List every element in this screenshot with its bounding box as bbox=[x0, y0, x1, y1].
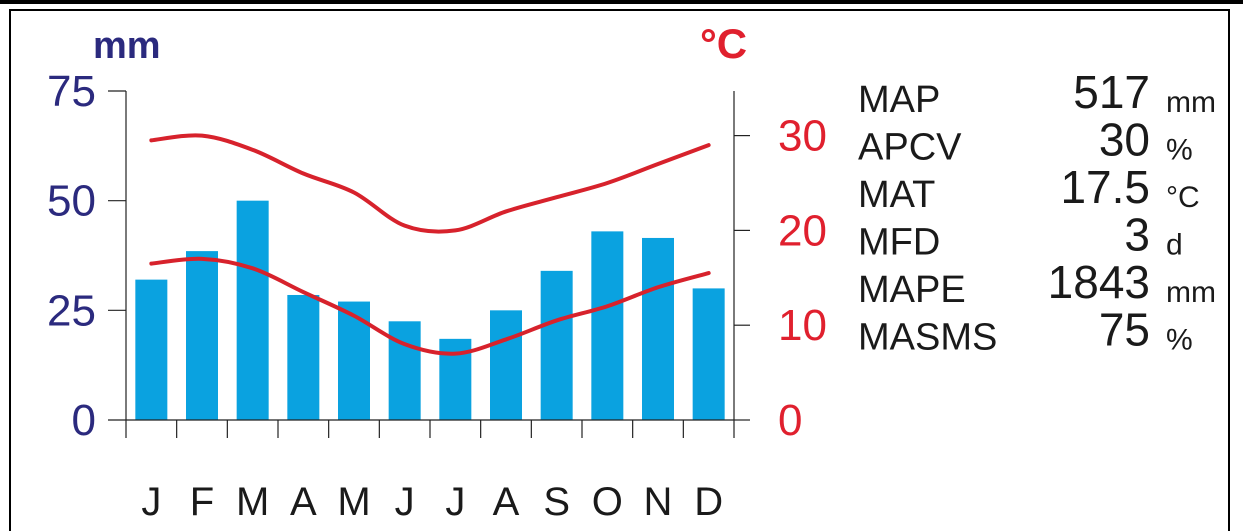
min-temperature-line bbox=[149, 256, 711, 356]
bar-3 bbox=[287, 294, 320, 420]
month-label-5: J bbox=[395, 480, 415, 524]
stat-name: MFD bbox=[858, 222, 940, 264]
stat-value: 517 bbox=[1073, 66, 1150, 118]
left-tick-label-1: 25 bbox=[47, 286, 96, 335]
stat-row-apcv: APCV 30% bbox=[858, 114, 1193, 169]
stat-unit: °C bbox=[1166, 181, 1200, 214]
stat-unit: % bbox=[1166, 324, 1193, 357]
right-tick-label-0: 0 bbox=[778, 396, 802, 445]
right-tick-label-3: 30 bbox=[778, 112, 827, 161]
month-label-7: A bbox=[493, 480, 520, 524]
stat-unit: mm bbox=[1166, 86, 1216, 119]
precipitation-bars bbox=[135, 200, 725, 420]
month-label-1: F bbox=[190, 480, 214, 524]
stat-name: MAP bbox=[858, 79, 940, 121]
stat-unit: d bbox=[1166, 229, 1183, 262]
frame-border bbox=[9, 9, 1230, 531]
stat-name: MASMS bbox=[858, 317, 997, 359]
stat-name: MAT bbox=[858, 174, 935, 216]
month-label-8: S bbox=[543, 480, 570, 524]
stat-row-map: MAP 517 mm bbox=[858, 66, 1216, 121]
bar-0 bbox=[135, 279, 168, 420]
top-rule bbox=[0, 0, 1243, 4]
right-tick-label-1: 10 bbox=[778, 301, 827, 350]
bar-1 bbox=[186, 251, 218, 420]
bar-8 bbox=[540, 270, 573, 420]
month-label-2: M bbox=[236, 480, 269, 524]
bar-9 bbox=[591, 231, 624, 420]
bar-11 bbox=[692, 288, 725, 420]
month-label-3: A bbox=[290, 480, 317, 524]
stat-row-mfd: MFD 3 d bbox=[858, 209, 1183, 264]
stat-row-mape: MAPE 1843 mm bbox=[858, 256, 1216, 311]
temperature-lines bbox=[149, 133, 711, 356]
left-tick-label-0: 0 bbox=[72, 396, 96, 445]
bar-2 bbox=[236, 200, 269, 420]
bar-10 bbox=[642, 237, 674, 420]
stat-unit: % bbox=[1166, 134, 1193, 167]
stat-value: 3 bbox=[1124, 209, 1150, 261]
stat-row-mat: MAT 17.5 °C bbox=[858, 161, 1200, 216]
right-tick-label-2: 20 bbox=[778, 206, 827, 255]
month-label-6: J bbox=[445, 480, 465, 524]
stat-unit: mm bbox=[1166, 276, 1216, 309]
stat-value: 75 bbox=[1099, 304, 1150, 356]
left-axis-unit: mm bbox=[93, 25, 161, 67]
stat-name: MAPE bbox=[858, 269, 966, 311]
max-temperature-line bbox=[149, 133, 711, 234]
month-label-10: N bbox=[644, 480, 673, 524]
month-label-0: J bbox=[141, 480, 161, 524]
month-label-4: M bbox=[337, 480, 370, 524]
chart-axes bbox=[108, 90, 750, 438]
month-label-9: O bbox=[592, 480, 623, 524]
month-label-11: D bbox=[694, 480, 723, 524]
left-tick-label-3: 75 bbox=[47, 67, 96, 116]
left-tick-label-2: 50 bbox=[47, 177, 96, 226]
stat-value: 30 bbox=[1099, 114, 1150, 166]
stat-value: 17.5 bbox=[1060, 161, 1150, 213]
stat-value: 1843 bbox=[1048, 256, 1150, 308]
stat-name: APCV bbox=[858, 127, 962, 169]
right-axis-unit: °C bbox=[700, 20, 747, 67]
bar-7 bbox=[490, 310, 522, 420]
stat-row-masms: MASMS 75% bbox=[858, 304, 1193, 359]
